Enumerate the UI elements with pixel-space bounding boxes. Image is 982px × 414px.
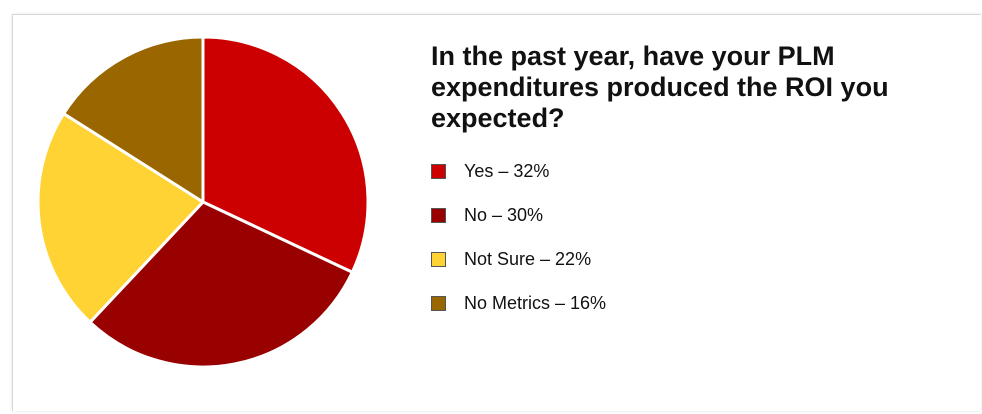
legend-item-no-metrics: No Metrics – 16% <box>431 291 606 315</box>
pie-slice-yes <box>201 35 370 274</box>
legend-label-not-sure: Not Sure – 22% <box>464 248 592 269</box>
legend-item-not-sure: Not Sure – 22% <box>431 247 606 271</box>
legend-item-no: No – 30% <box>431 203 606 227</box>
legend-label-yes: Yes – 32% <box>464 160 550 181</box>
pie-slice-no <box>88 200 354 369</box>
pie-slice-not-sure <box>36 112 205 324</box>
pie-chart <box>36 35 370 369</box>
legend-label-no-metrics: No Metrics – 16% <box>464 292 607 313</box>
legend-swatch-no <box>431 207 446 223</box>
chart-title: In the past year, have your PLM expendit… <box>431 41 889 133</box>
legend-swatch-not-sure <box>431 251 446 267</box>
chart-panel: In the past year, have your PLM expendit… <box>12 14 981 411</box>
legend-item-yes: Yes – 32% <box>431 159 606 183</box>
legend-label-no: No – 30% <box>464 204 544 225</box>
legend-swatch-no-metrics <box>431 295 446 311</box>
pie-slice-no-metrics <box>62 35 205 204</box>
legend: Yes – 32% No – 30% Not Sure – 22% No Met… <box>431 159 606 335</box>
legend-swatch-yes <box>431 163 446 179</box>
